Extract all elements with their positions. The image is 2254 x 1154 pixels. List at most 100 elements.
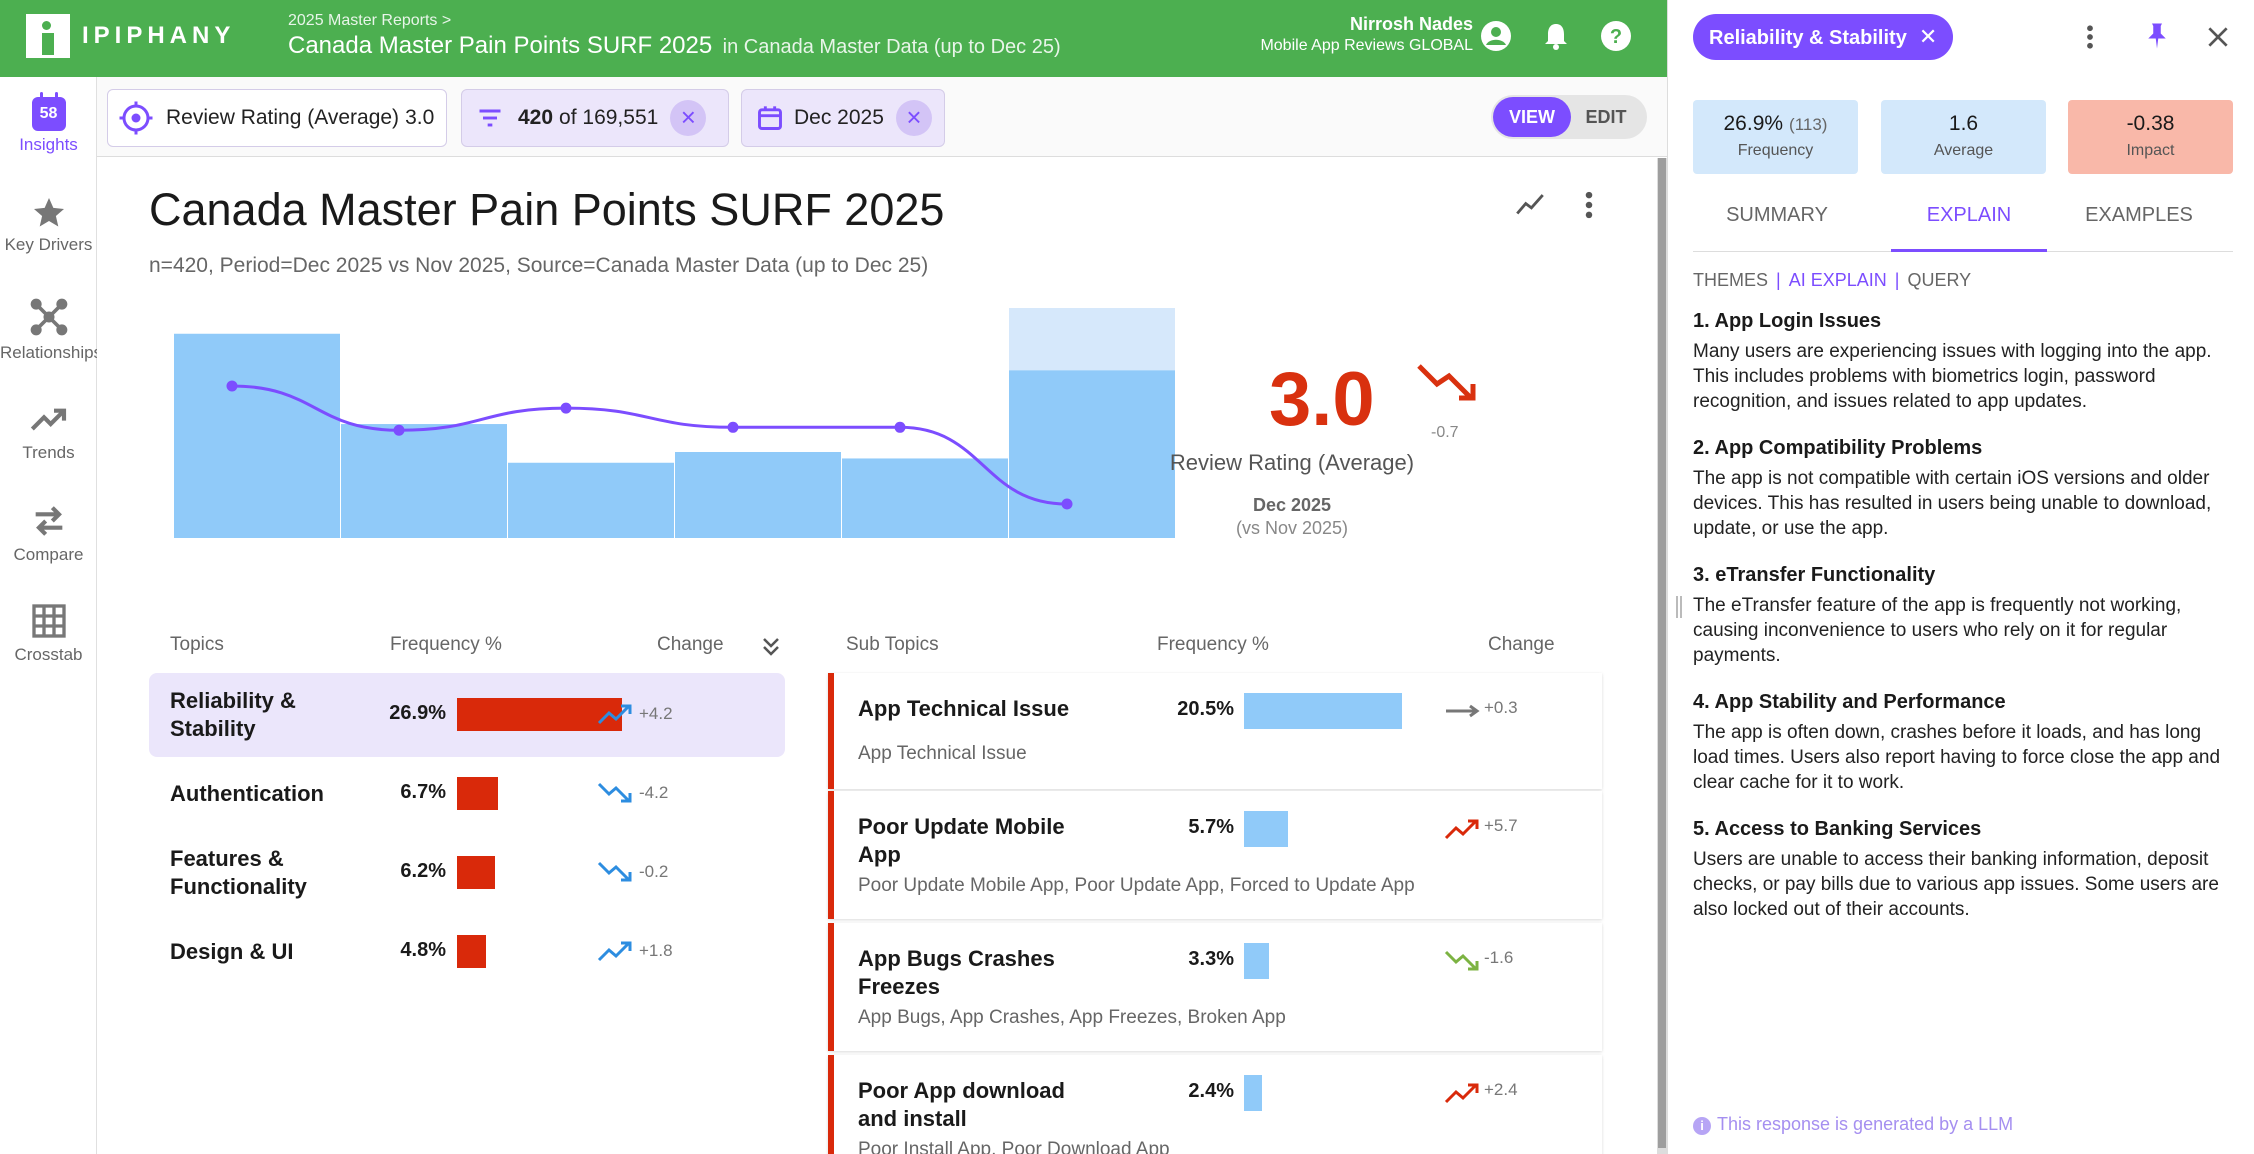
logo-mark [26,14,70,58]
trend-up-blue-icon [597,704,632,725]
trend-flat-icon [1446,704,1480,718]
explain-title: 5. Access to Banking Services [1693,818,1982,840]
grid-icon [31,604,66,638]
help-icon[interactable]: ? [1600,20,1632,52]
nav-key-drivers[interactable]: Key Drivers [0,195,97,255]
clear-period-filter-icon[interactable]: × [895,100,932,136]
tab-examples[interactable]: EXAMPLES [2085,204,2193,226]
main-scrollbar[interactable] [1657,158,1667,1154]
ipiphany-logo[interactable]: IPIPHANY [26,14,235,58]
trend-up-red-icon [1444,819,1479,840]
tab-summary[interactable]: SUMMARY [1726,204,1828,226]
topic-name: Design & UI [170,939,294,964]
subtopic-card[interactable]: Poor App download and install 2.4% +2.4 Poo… [828,1055,1602,1154]
trend-down-red-icon [1417,364,1476,401]
nav-insights[interactable]: 58 Insights [0,92,97,155]
clear-count-filter-icon[interactable]: × [670,100,707,136]
target-icon [119,101,153,135]
subnav-ai-explain[interactable]: AI EXPLAIN [1788,270,1887,290]
topic-pct: 6.2% [400,860,446,882]
subtopic-card[interactable]: App Technical Issue 20.5% +0.3 App Technica… [828,673,1602,789]
topic-name: Features & Functionality [170,846,307,899]
more-vert-icon[interactable] [1579,188,1599,222]
subtopic-frequency-bar [1244,1075,1262,1111]
nav-trends[interactable]: Trends [0,399,97,463]
explain-text: The eTransfer feature of the app is freq… [1693,595,2182,666]
trend-down-blue-icon [597,782,632,803]
scroll-thumb[interactable] [1658,158,1666,1148]
llm-disclaimer-text: This response is generated by a LLM [1717,1114,2014,1134]
edit-button[interactable]: EDIT [1585,107,1627,127]
user-org: Mobile App Reviews GLOBAL [1260,37,1473,54]
subtopic-name: App Technical Issue [858,696,1070,721]
breadcrumb[interactable]: 2025 Master Reports > [288,12,452,29]
nav-compare[interactable]: Compare [0,501,97,565]
subtopic-description: App Technical Issue [858,743,1027,764]
topic-pct: 6.7% [400,781,446,803]
topic-frequency-bar [457,856,495,889]
topic-row[interactable]: Authentication 6.7% -4.2 [149,752,785,836]
pin-icon[interactable] [2142,20,2172,52]
subtopics-freq-header[interactable]: Frequency % [1157,634,1269,655]
nav-relationships[interactable]: Relationships [0,295,102,363]
panel-tabs: SUMMARY EXPLAIN EXAMPLES [1693,190,2233,252]
subtopics-change-header[interactable]: Change [1488,634,1555,655]
chart-bar [341,424,507,538]
topics-freq-header[interactable]: Frequency % [390,634,502,655]
subtopic-card[interactable]: App Bugs Crashes Freezes 3.3% -1.6 App Bugs… [828,923,1602,1051]
topic-row[interactable]: Design & UI 4.8% +1.8 [149,910,785,994]
subtopic-description: Poor Install App, Poor Download App [858,1139,1170,1154]
subtopic-change: -1.6 [1484,948,1514,967]
panel-more-vert-icon[interactable] [2083,22,2097,52]
filter-bar: Review Rating (Average) 3.0 420 of 169,5… [97,77,1667,157]
subtopic-pct: 2.4% [1188,1080,1234,1102]
trend-down-blue-icon [597,861,632,882]
selected-topic-chip[interactable]: Reliability & Stability ✕ [1693,14,1954,60]
topics-change-header[interactable]: Change [657,634,724,655]
trend-chart: Jul 2025Dec 2025 [174,308,1175,538]
subtopic-pct: 5.7% [1188,816,1234,838]
chart-point [560,402,572,414]
panel-resize-handle[interactable] [1676,596,1682,618]
period-filter-chip[interactable]: Dec 2025 × [741,89,945,147]
topics-header[interactable]: Topics [170,634,224,655]
trend-down-green-icon [1444,950,1479,971]
nav-trends-label: Trends [22,443,75,462]
chart-bar-extra [1009,308,1175,371]
explain-text: Many users are experiencing issues with … [1693,341,2212,412]
chart-bar [842,458,1008,538]
subtopic-pct: 20.5% [1177,698,1234,720]
kpi-label: Review Rating (Average) [1169,450,1415,475]
header-title-line: Canada Master Pain Points SURF 2025 in C… [288,32,1061,60]
subtopic-card[interactable]: Poor Update Mobile App 5.7% +5.7 Poor Updat… [828,791,1602,919]
close-chip-icon[interactable]: ✕ [1918,24,1938,49]
topic-row[interactable]: Features & Functionality 6.2% -0.2 [149,831,785,915]
subnav-themes[interactable]: THEMES [1693,270,1769,290]
view-edit-toggle[interactable]: VIEW EDIT [1491,95,1647,139]
line-chart-icon[interactable] [1513,188,1547,222]
subnav-query[interactable]: QUERY [1907,270,1972,290]
header-report-title: Canada Master Pain Points SURF 2025 [288,32,713,59]
view-button[interactable]: VIEW [1493,97,1571,137]
topic-pct: 26.9% [389,702,446,724]
subtopics-header[interactable]: Sub Topics [846,634,939,655]
topic-change: -0.2 [639,862,669,881]
topic-frequency-bar [457,935,486,968]
count-filter-chip[interactable]: 420 of 169,551 × [461,89,729,147]
topic-row[interactable]: Reliability & Stability 26.9% +4.2 [149,673,785,757]
topic-change: +4.2 [639,704,673,723]
explain-title: 4. App Stability and Performance [1693,691,2006,713]
expand-all-icon[interactable] [759,632,783,660]
subtopic-name: App Bugs Crashes Freezes [858,946,1055,999]
close-panel-icon[interactable] [2205,24,2231,50]
account-icon[interactable] [1480,20,1512,52]
tab-explain[interactable]: EXPLAIN [1926,204,2012,226]
bell-icon[interactable] [1540,20,1572,52]
nav-crosstab[interactable]: Crosstab [0,601,97,665]
metric-filter-chip[interactable]: Review Rating (Average) 3.0 [107,89,447,147]
subtopic-frequency-bar [1244,811,1288,847]
kpi-period: Dec 2025 [1252,495,1332,515]
user-info[interactable]: Nirrosh Nades Mobile App Reviews GLOBAL [1260,14,1473,55]
report-main: Canada Master Pain Points SURF 2025 n=42… [97,158,1657,1154]
explain-text: Users are unable to access their banking… [1693,849,2219,920]
